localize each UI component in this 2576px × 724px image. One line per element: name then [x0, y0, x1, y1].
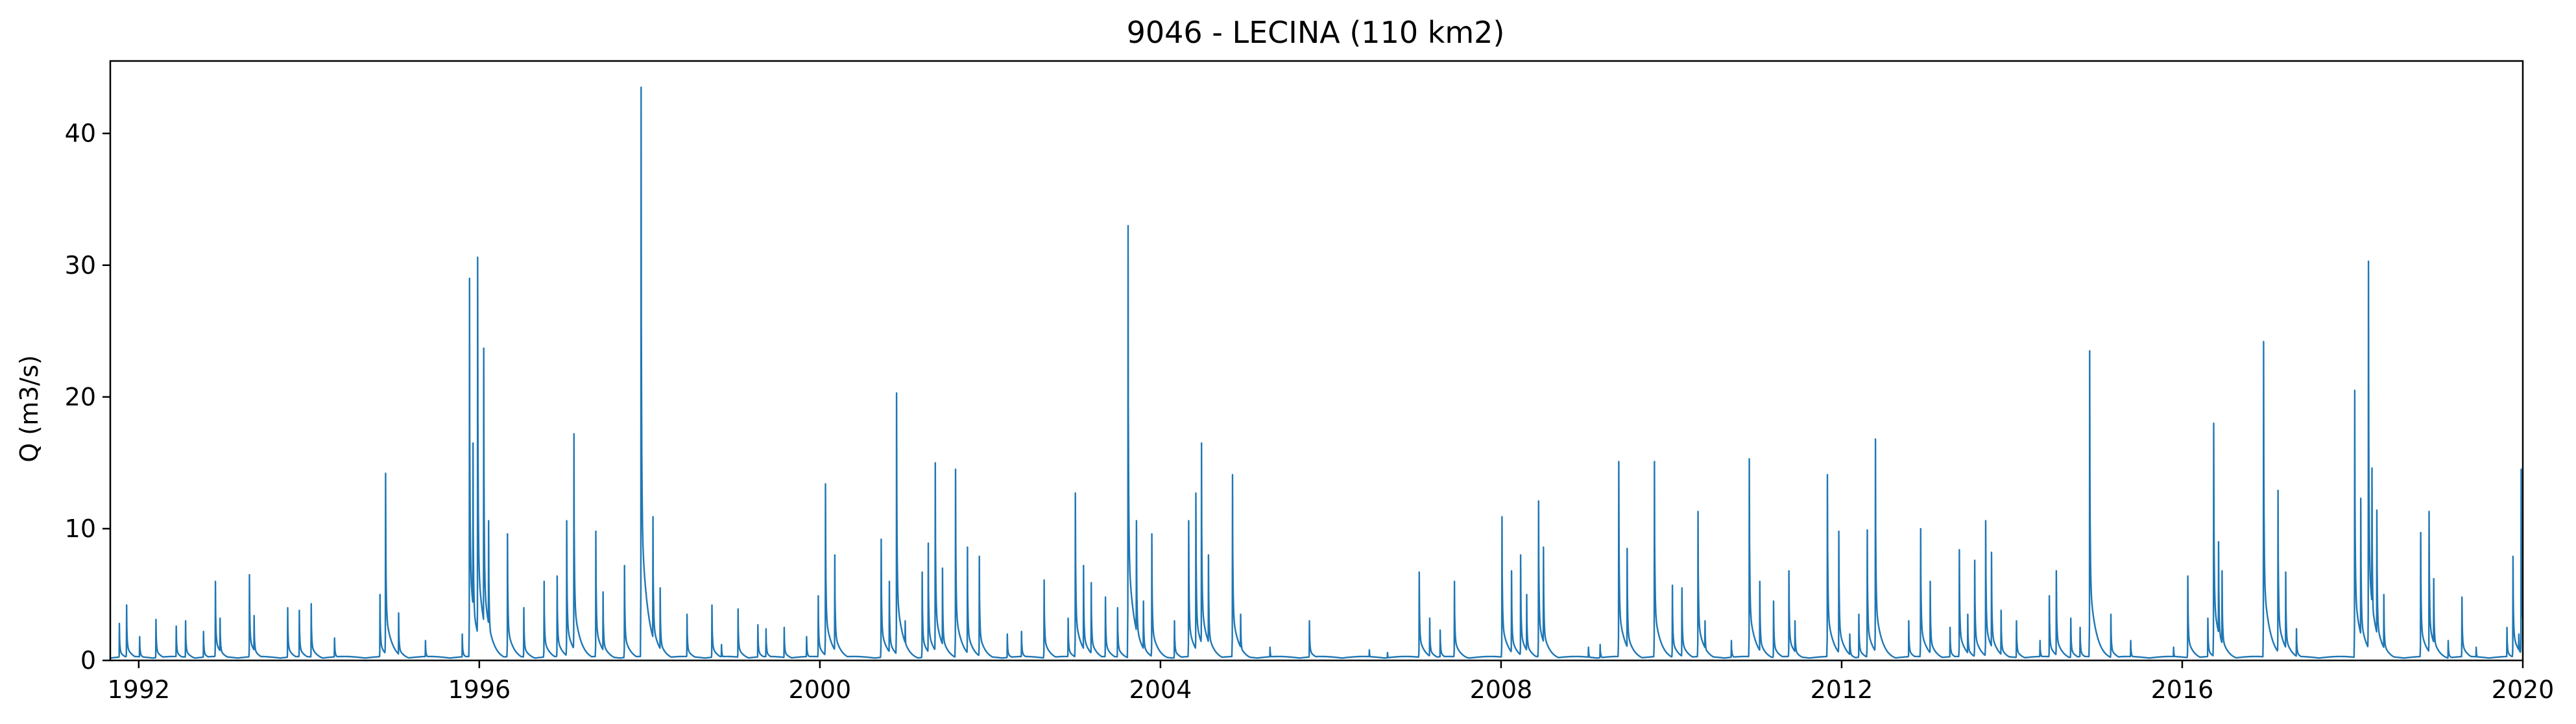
- x-tick-label: 2012: [1811, 675, 1873, 704]
- x-tick-label: 2016: [2151, 675, 2214, 704]
- y-tick-label: 10: [65, 514, 96, 543]
- x-tick-label: 2008: [1470, 675, 1533, 704]
- y-axis-label: Q (m3/s): [15, 355, 43, 462]
- x-tick-label: 1996: [448, 675, 511, 704]
- discharge-series-line: [110, 86, 2524, 659]
- y-tick-label: 0: [80, 646, 96, 675]
- y-tick-label: 30: [65, 251, 96, 280]
- plot-frame: [109, 60, 2524, 662]
- plot-area: [110, 86, 2524, 659]
- y-axis: 0 10 20 30 40: [65, 119, 110, 675]
- y-tick-label: 20: [65, 383, 96, 411]
- x-tick-label: 2020: [2492, 675, 2555, 704]
- x-tick-label: 2004: [1129, 675, 1192, 704]
- y-tick-label: 40: [65, 119, 96, 148]
- x-axis: 1992 1996 2000 2004 2008 2012 2016 2020: [107, 660, 2554, 704]
- x-tick-label: 2000: [789, 675, 852, 704]
- x-tick-label: 1992: [107, 675, 170, 704]
- chart-title: 9046 - LECINA (110 km2): [1127, 15, 1505, 50]
